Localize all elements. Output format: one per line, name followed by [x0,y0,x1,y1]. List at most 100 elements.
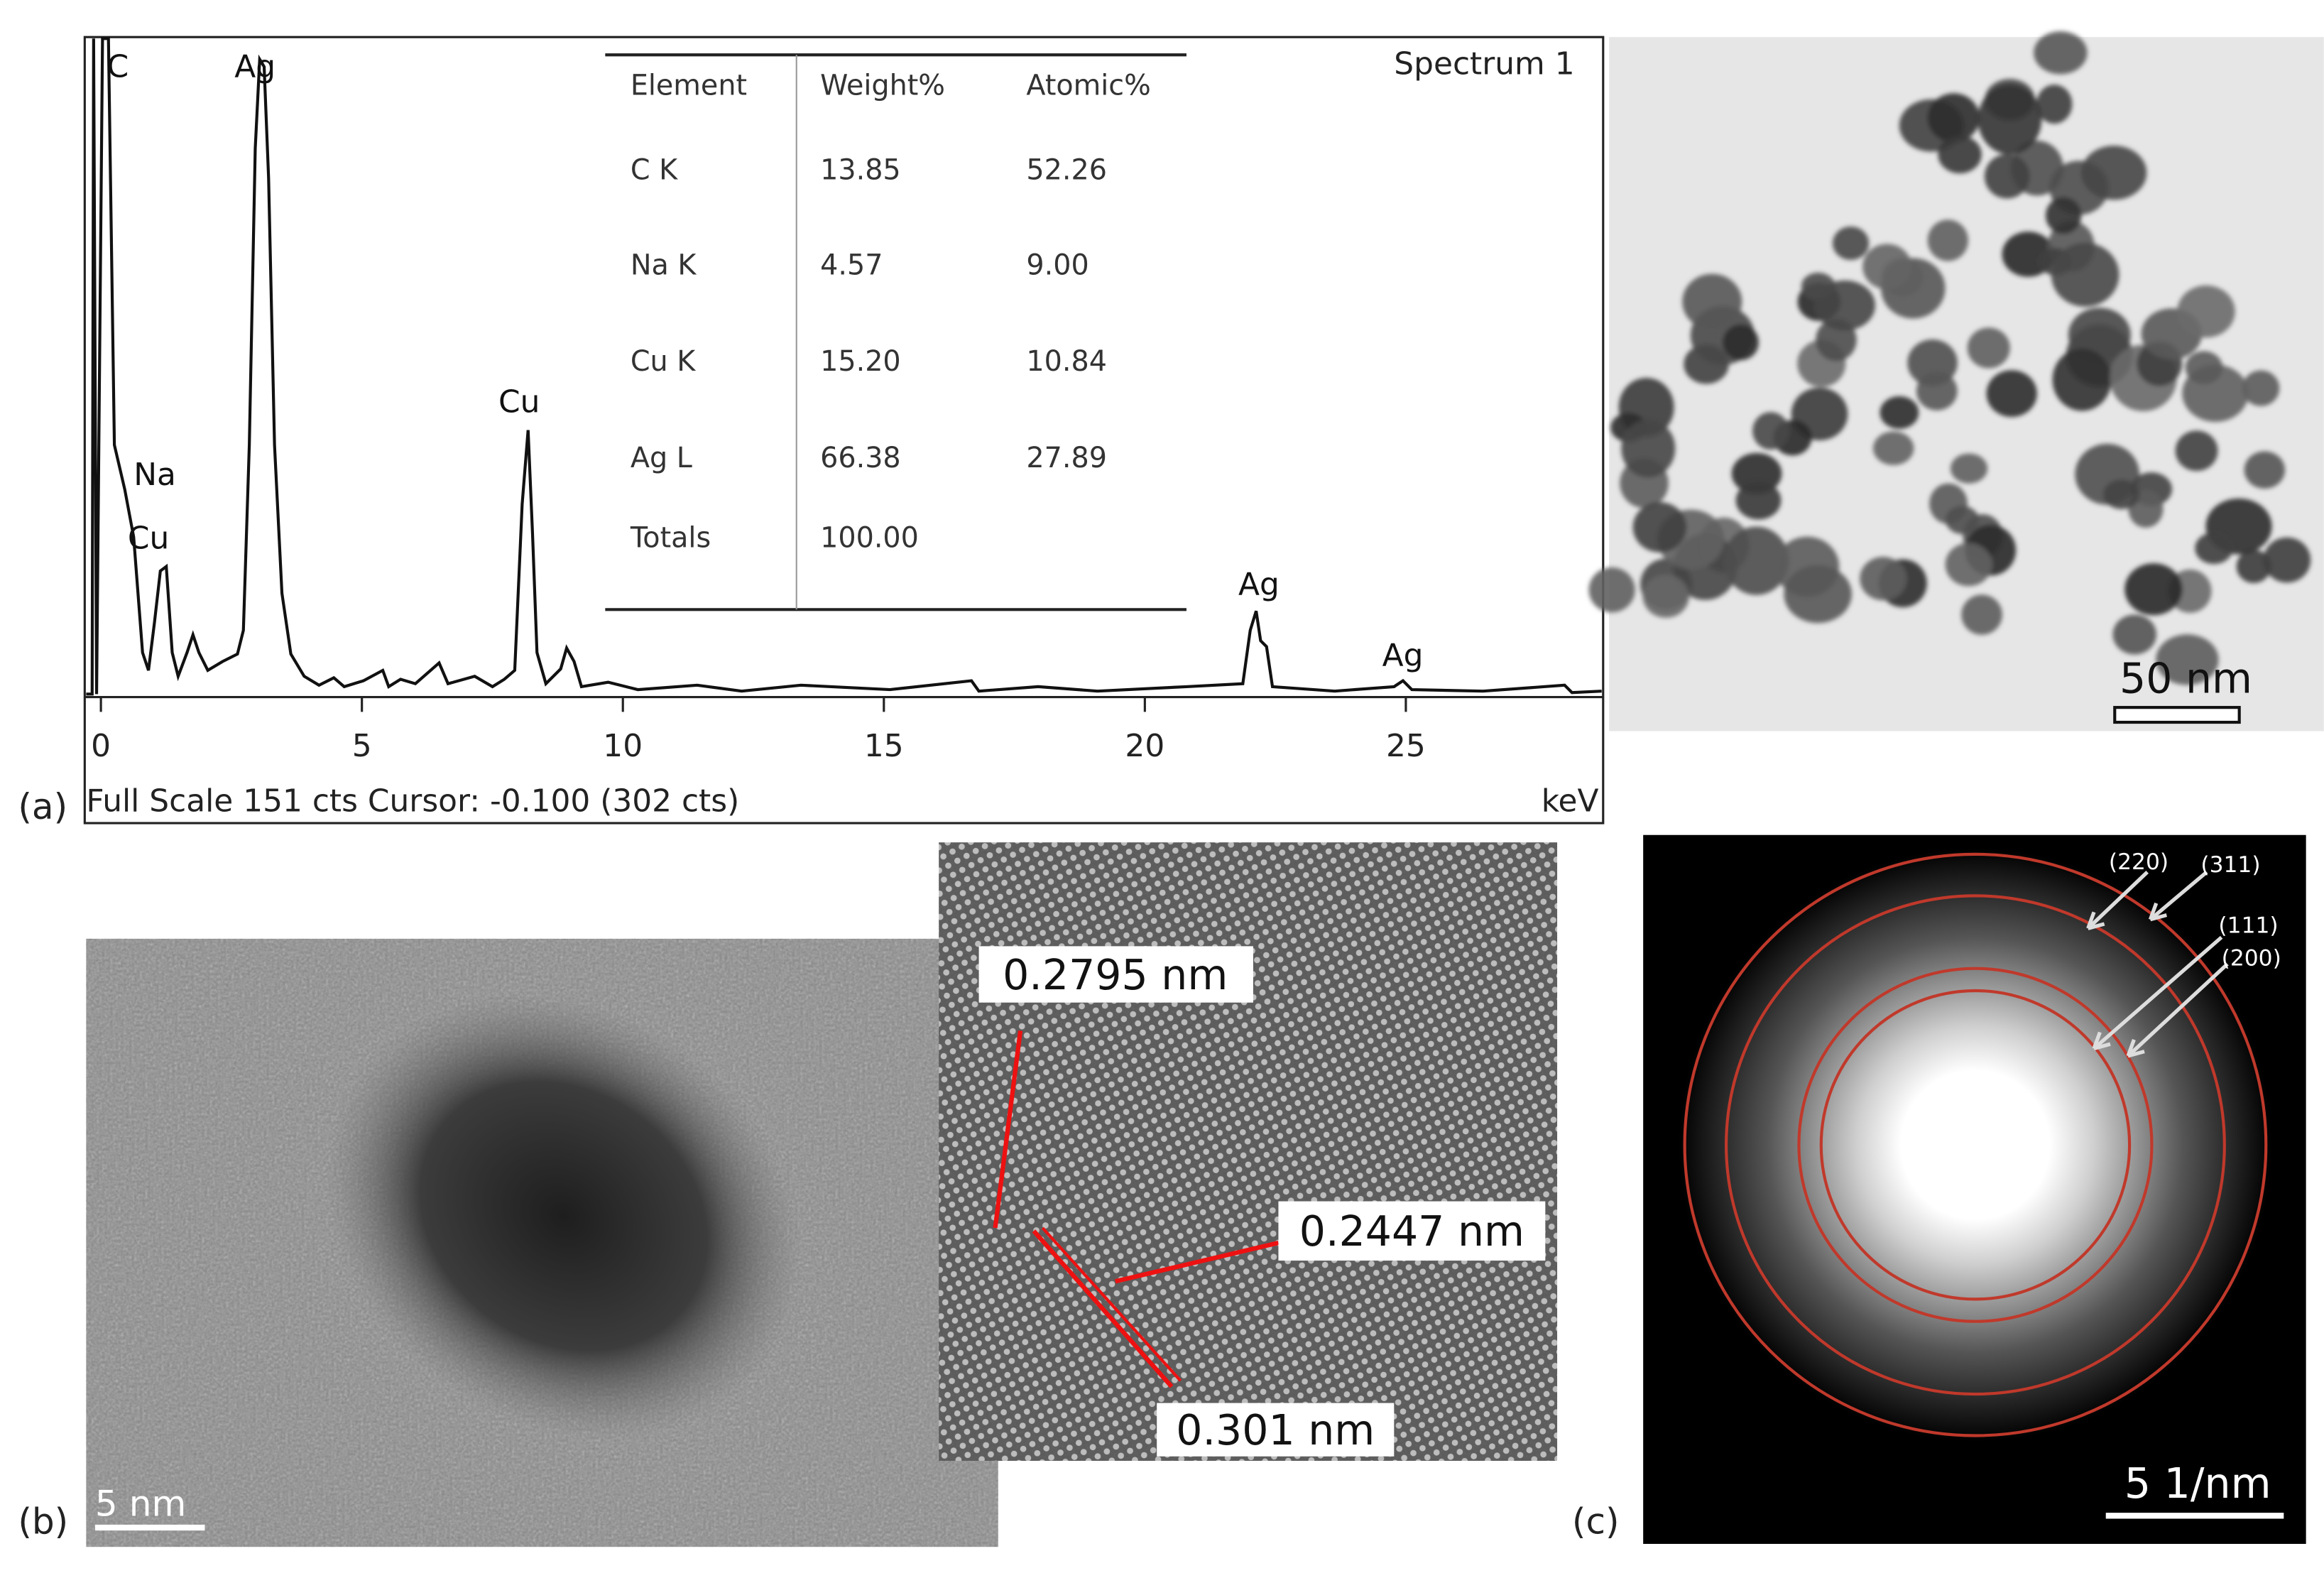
particle [2244,451,2286,489]
spectrum-footer: Full Scale 151 cts Cursor: -0.100 (302 c… [86,783,739,819]
fringe-marker [1041,1226,1182,1382]
lattice-noise [939,842,1558,1462]
spectrum-frame [83,36,1605,825]
label-box [1278,1201,1546,1261]
table-cell: 4.57 [820,249,883,281]
particle [2263,537,2311,583]
fringe-marker [993,1030,1023,1229]
peak-label: Cu [498,384,540,420]
ring-index: (200) [2222,946,2281,972]
peak-label: Na [133,457,176,493]
diffraction-ring [1683,852,2268,1437]
particle [1986,370,2037,418]
particle [1950,453,1988,484]
diffraction-ring [1797,967,2154,1323]
particle [2045,197,2082,234]
particle [2036,85,2073,124]
scale-bar-label: 5 nm [95,1482,186,1524]
particle [1927,219,1968,261]
particle [2112,614,2156,655]
ring-index: (311) [2200,852,2260,878]
peak-label: Cu [128,521,169,557]
particle [1814,280,1875,331]
particle [2124,563,2183,616]
x-tick-label: 20 [1125,728,1164,764]
table-cell: 15.20 [820,345,901,378]
particle [1723,325,1759,361]
diffraction-ring [1725,894,2226,1396]
spectrum-title: Spectrum 1 [1394,45,1574,82]
particle [1784,565,1852,624]
particle [1621,419,1676,478]
panel-label: (c) [1572,1500,1620,1542]
table-header: Element [631,70,747,102]
particle [1961,594,2002,635]
table-cell: 66.38 [820,442,901,474]
scale-bar [2113,706,2241,724]
d-spacing: 0.2795 nm [1003,951,1228,999]
d-spacing: 0.301 nm [1176,1406,1375,1454]
fringe-marker [1032,1229,1174,1388]
particle [2177,285,2235,338]
table-cell: Na K [631,249,697,281]
particle [2051,242,2120,307]
particle [1832,226,1870,260]
x-tick-label: 15 [864,728,904,764]
peak-label: Ag [1382,638,1424,674]
particle [1927,93,1980,143]
particle [1860,557,1906,601]
particle [2242,370,2280,406]
particle [1752,412,1789,450]
particle [2034,31,2088,75]
x-tick-label: 10 [603,728,643,764]
particle [1735,481,1782,520]
particle [1588,567,1635,613]
peak-label: Ag [1238,566,1280,602]
particle [1642,575,1689,618]
particle [1916,371,1958,410]
particle [2185,351,2223,384]
particle [2195,532,2233,565]
fringe-marker [1114,1240,1280,1284]
label-box [978,946,1253,1003]
table-cell: 52.26 [1026,154,1107,187]
particle [1945,543,1992,587]
particle [2103,479,2140,509]
table-cell: 27.89 [1026,442,1107,474]
particle [1967,327,2010,369]
table-cell: 13.85 [820,154,901,187]
peak-label: Ag [234,49,276,85]
nanoparticle [325,993,802,1440]
table-cell: Cu K [631,345,696,378]
particle [1938,135,1982,174]
diffraction-ring [1819,989,2132,1301]
particle [2236,550,2271,584]
table-cell: C K [631,154,678,187]
ring-index: (111) [2218,913,2278,939]
particle [1880,396,1919,429]
ring-index: (220) [2109,849,2168,875]
spectrum-trace [86,37,1602,696]
central-spot [1919,1092,2032,1199]
x-tick-label: 0 [91,728,111,764]
table-cell: 10.84 [1026,345,1107,378]
scale-bar-label: 50 nm [2120,654,2252,702]
table-cell: Ag L [631,442,692,474]
particle [1862,244,1912,290]
panel-label: (b) [18,1500,68,1542]
particle [2156,634,2219,685]
x-tick-label: 5 [352,728,372,764]
particle [1723,526,1789,595]
particle [1632,502,1687,553]
particle [1977,84,2042,155]
table-cell: Totals [630,522,711,555]
d-spacing: 0.2447 nm [1299,1207,1524,1256]
particle [1984,153,2030,199]
ring-arrows [2086,870,2229,1058]
table-cell: 9.00 [1026,249,1089,281]
particle [1872,431,1914,465]
scale-bar-label: 5 1/nm [2124,1459,2271,1508]
x-tick-label: 25 [1386,728,1426,764]
table-header: Atomic% [1026,70,1150,102]
